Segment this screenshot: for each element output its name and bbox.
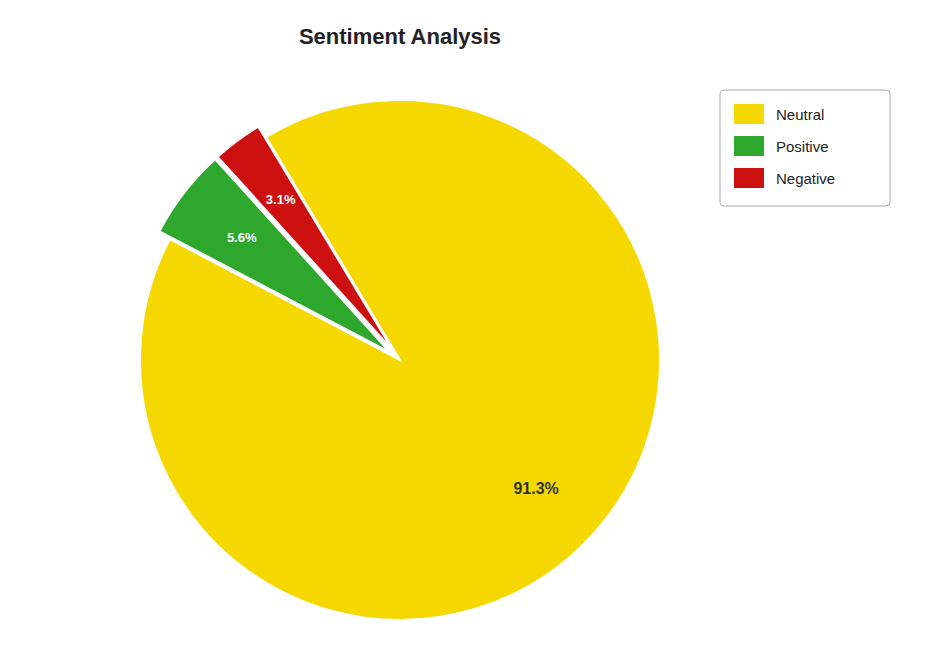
data-label: 5.6% — [227, 230, 257, 245]
legend-frame — [720, 90, 890, 206]
data-labels: 91.3% 5.6% 3.1% — [227, 192, 559, 497]
pie-slices — [140, 100, 660, 620]
legend-swatch — [734, 136, 764, 156]
chart-svg: Sentiment Analysis 91.3% 5.6% 3.1% Neutral Po… — [0, 0, 950, 662]
chart-title: Sentiment Analysis — [299, 24, 501, 49]
chart-container: Sentiment Analysis 91.3% 5.6% 3.1% Neutral Po… — [0, 0, 950, 662]
legend-swatch — [734, 168, 764, 188]
legend-label: Neutral — [776, 106, 824, 123]
pie-slice — [218, 127, 393, 350]
legend-label: Positive — [776, 138, 829, 155]
legend-swatch — [734, 104, 764, 124]
legend-label: Negative — [776, 170, 835, 187]
pie-slice — [140, 100, 660, 620]
legend: Neutral Positive Negative — [720, 90, 890, 206]
background — [0, 0, 950, 662]
data-label: 3.1% — [266, 192, 296, 207]
data-label: 91.3% — [513, 480, 558, 497]
